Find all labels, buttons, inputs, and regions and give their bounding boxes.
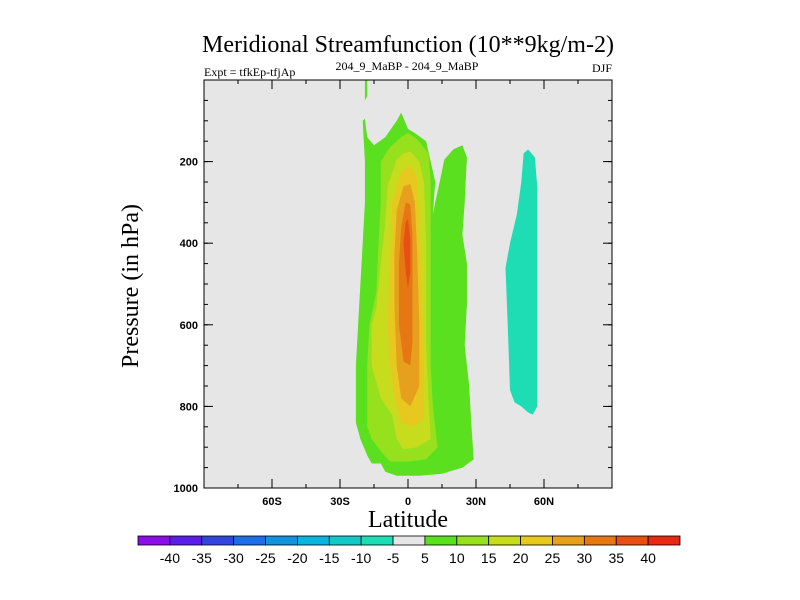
colorbar-label: 20 (513, 550, 529, 566)
colorbar-swatch (520, 535, 553, 546)
colorbar-swatch (392, 535, 426, 546)
y-tick-label: 1000 (174, 483, 198, 495)
colorbar-swatch (137, 535, 171, 546)
season-label: DJF (592, 61, 612, 75)
x-axis: 60S 30S 0 30N 60N (203, 80, 613, 508)
colorbar-swatch (328, 535, 362, 546)
y-tick-label: 200 (180, 157, 198, 169)
colorbar-label: 25 (545, 550, 561, 566)
colorbar-swatch (647, 535, 681, 546)
colorbar: -40 -35 -30 -25 -20 -15 -10 -5 5 10 15 20 25 30 35 40 (137, 535, 681, 566)
y-axis: 200 400 600 800 1000 (174, 99, 612, 495)
colorbar-swatch (360, 535, 394, 546)
colorbar-label: 40 (640, 550, 656, 566)
experiment-label: Expt = tfkEp-tfjAp (204, 65, 295, 79)
chart-title: Meridional Streamfunction (10**9kg/m-2) (202, 32, 614, 58)
period-label: 204_9_MaBP - 204_9_MaBP (336, 59, 479, 73)
x-tick-label: 60N (534, 496, 554, 508)
x-tick-label: 30N (466, 496, 486, 508)
colorbar-label: 10 (449, 550, 465, 566)
colorbar-swatch (265, 535, 298, 546)
colorbar-swatch (201, 535, 235, 546)
y-tick-label: 600 (180, 320, 198, 332)
colorbar-label: 15 (481, 550, 497, 566)
colorbar-label: -15 (319, 550, 339, 566)
colorbar-label: 5 (421, 550, 429, 566)
colorbar-swatch (169, 535, 203, 546)
colorbar-label: -20 (287, 550, 307, 566)
colorbar-swatch (424, 535, 458, 546)
colorbar-label: -35 (192, 550, 212, 566)
colorbar-swatch (552, 535, 585, 546)
colorbar-swatch (456, 535, 490, 546)
colorbar-swatch (583, 535, 617, 546)
colorbar-swatch (488, 535, 521, 546)
contour-region-8 (403, 218, 411, 289)
colorbar-label: -40 (160, 550, 180, 566)
colorbar-swatch (297, 535, 330, 546)
colorbar-swatch (615, 535, 649, 546)
contour-region-9 (505, 149, 538, 415)
x-tick-label: 30S (330, 496, 350, 508)
colorbar-label: -5 (387, 550, 400, 566)
colorbar-swatch (233, 535, 266, 546)
x-tick-label: 0 (405, 496, 411, 508)
colorbar-label: 35 (608, 550, 624, 566)
colorbar-label: -30 (224, 550, 244, 566)
x-axis-label: Latitude (368, 507, 448, 533)
contour-regions (355, 80, 538, 476)
colorbar-label: -25 (255, 550, 275, 566)
y-tick-label: 400 (180, 238, 198, 250)
colorbar-label: 30 (577, 550, 593, 566)
y-axis-label: Pressure (in hPa) (118, 204, 144, 368)
colorbar-label: -10 (351, 550, 371, 566)
contour-region-2 (364, 80, 368, 101)
x-tick-label: 60S (262, 496, 282, 508)
y-tick-label: 800 (180, 401, 198, 413)
